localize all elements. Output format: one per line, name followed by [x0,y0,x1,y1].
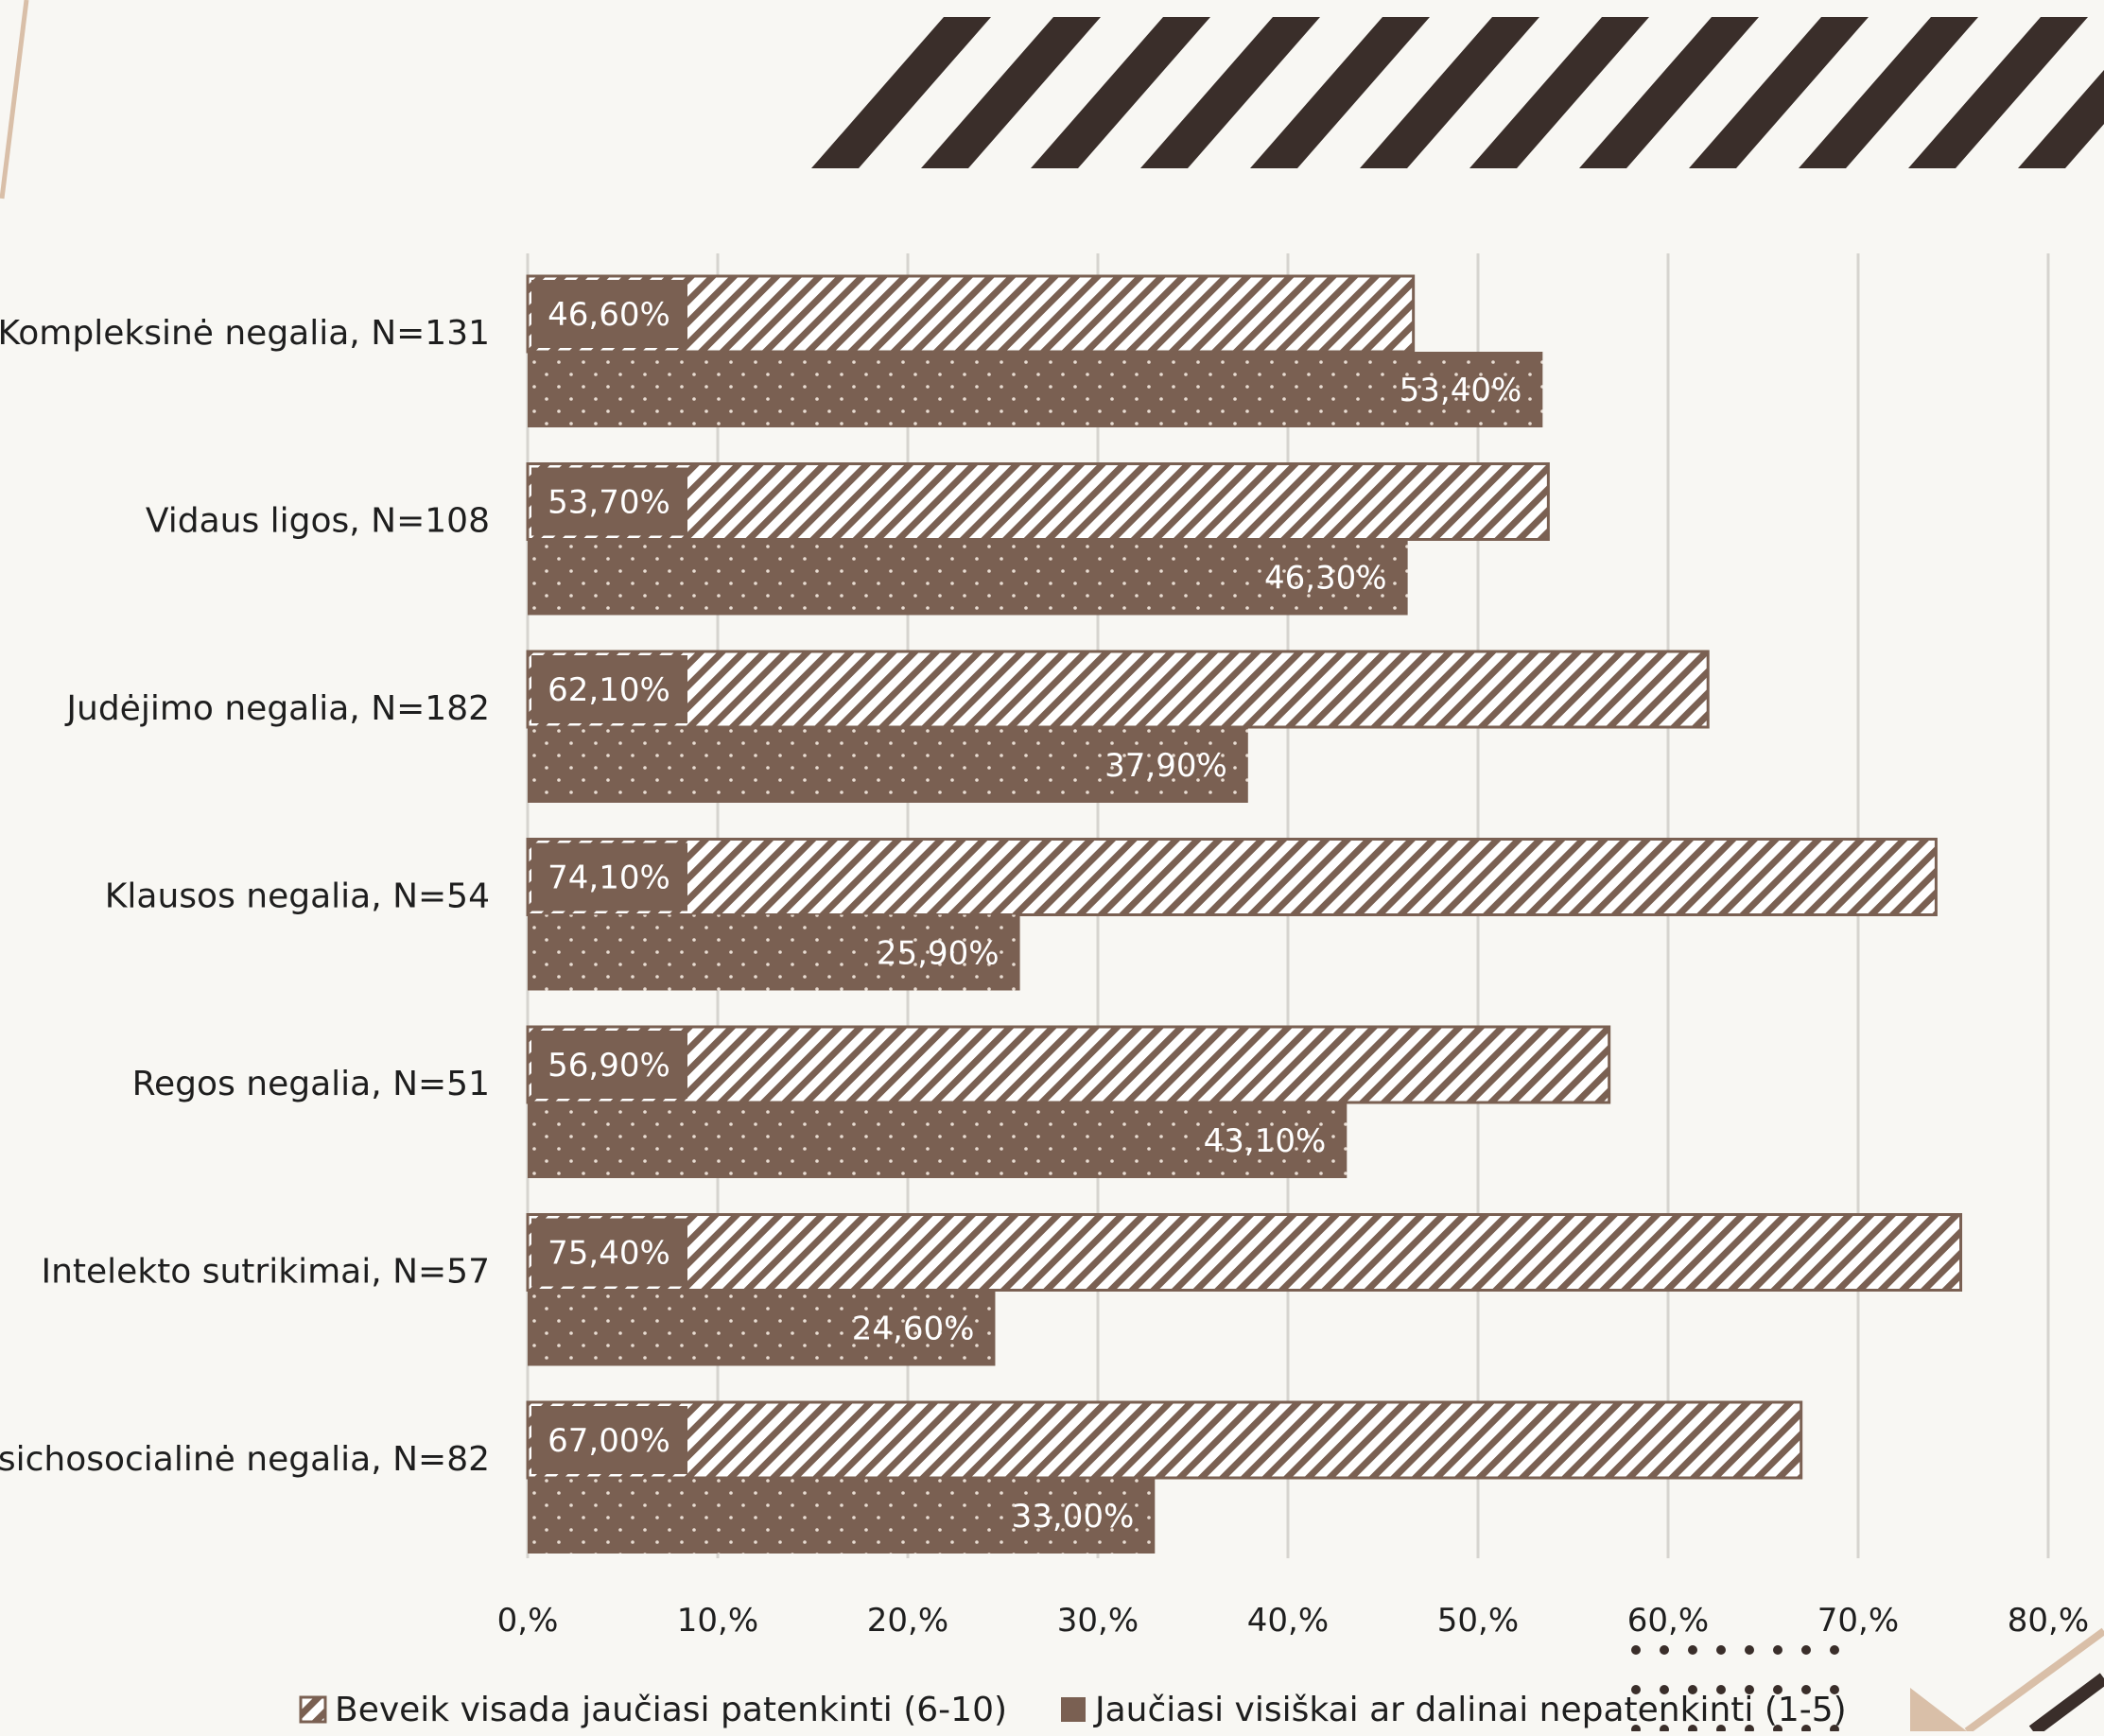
data-label-unsatisfied: 37,90% [1104,747,1227,785]
data-label-box [531,1406,687,1474]
dot-grid-decoration [1745,1645,1754,1655]
legend-label-satisfied: Beveik visada jaučiasi patenkinti (6-10) [335,1691,1007,1729]
dot-grid-decoration [1688,1645,1697,1655]
legend-label-unsatisfied: Jaučiasi visiškai ar dalinai nepatenkint… [1093,1691,1847,1729]
dot-grid-decoration [1830,1645,1839,1655]
data-label-box [531,655,687,723]
dot-grid-decoration [1660,1685,1669,1694]
data-label-satisfied: 62,10% [548,671,670,709]
data-label-unsatisfied: 43,10% [1204,1122,1327,1160]
bar-unsatisfied [528,352,1543,427]
category-label: Vidaus ligos, N=108 [146,502,490,541]
x-tick-label: 10,% [677,1602,758,1640]
dot-grid-decoration [1716,1685,1726,1694]
corner-line-decoration [1964,1627,2104,1735]
bar-unsatisfied [528,727,1248,803]
category-label: Judėjimo negalia, N=182 [64,689,490,728]
data-label-satisfied: 74,10% [548,859,670,897]
bar-satisfied [526,1213,1963,1292]
bar-satisfied [526,1400,1803,1480]
dot-grid-decoration [1801,1645,1811,1655]
data-label-unsatisfied: 33,00% [1012,1498,1135,1536]
x-tick-label: 30,% [1057,1602,1139,1640]
data-label-satisfied: 67,00% [548,1422,670,1460]
data-label-satisfied: 53,70% [548,484,670,522]
data-label-box [531,1218,687,1287]
dot-grid-decoration [1801,1685,1811,1694]
x-axis: 0,% 10,% 20,% 30,% 40,% 50,% 60,% 70,% 80,% [497,1602,2090,1640]
bar-unsatisfied [528,914,1020,991]
x-tick-label: 60,% [1627,1602,1709,1640]
dot-grid-decoration [1745,1685,1754,1694]
dot-grid-decoration [1773,1685,1782,1694]
category-label: Regos negalia, N=51 [132,1065,490,1103]
bar-satisfied [526,1025,1611,1104]
category-labels: Kompleksinė negalia, N=131 Vidaus ligos, … [0,314,490,1479]
dot-grid-decoration [1660,1645,1669,1655]
bar-unsatisfied [528,1478,1156,1554]
x-tick-label: 40,% [1247,1602,1329,1640]
dot-grid-decoration [1773,1645,1782,1655]
data-label-box [531,280,687,348]
category-label: Kompleksinė negalia, N=131 [0,314,490,353]
data-label-satisfied: 46,60% [548,296,670,334]
corner-dark-line-decoration [2028,1673,2104,1736]
bar-satisfied [526,650,1710,729]
dot-grid-decoration [1830,1685,1839,1694]
category-label: Psichosocialinė negalia, N=82 [0,1440,490,1479]
x-tick-label: 0,% [497,1602,559,1640]
category-label: Klausos negalia, N=54 [105,877,490,916]
x-tick-label: 50,% [1437,1602,1519,1640]
x-tick-label: 20,% [867,1602,948,1640]
dot-grid-decoration [1631,1685,1641,1694]
corner-triangle-decoration [1910,1688,1967,1731]
data-label-box [531,1031,687,1099]
x-tick-label: 70,% [1817,1602,1899,1640]
data-label-satisfied: 56,90% [548,1047,670,1085]
dot-grid-decoration [1631,1645,1641,1655]
data-label-unsatisfied: 25,90% [877,935,1000,973]
data-label-unsatisfied: 46,30% [1264,560,1387,598]
data-label-box [531,467,687,536]
bars: 46,60% 53,40% 53,70% 46,30% 62,10% 37,90% 74,1… [526,274,1963,1554]
legend-swatch-hatched [299,1695,327,1724]
data-label-box [531,842,687,911]
legend: Beveik visada jaučiasi patenkinti (6-10)… [299,1691,1847,1729]
data-label-satisfied: 75,40% [548,1235,670,1273]
bar-unsatisfied [528,1290,996,1366]
x-tick-label: 80,% [2008,1602,2089,1640]
top-stripes-decoration [811,17,2104,168]
bar-unsatisfied [528,539,1408,616]
bar-satisfied [526,838,1938,916]
dot-grid-decoration [1688,1685,1697,1694]
dot-grid-decoration [1716,1645,1726,1655]
data-label-unsatisfied: 53,40% [1400,372,1522,409]
legend-swatch-dotted [1061,1697,1086,1722]
left-accent-line [0,0,29,200]
data-label-unsatisfied: 24,60% [852,1311,975,1348]
bar-satisfied [526,462,1550,541]
category-label: Intelekto sutrikimai, N=57 [41,1253,490,1292]
bar-unsatisfied [528,1102,1348,1178]
